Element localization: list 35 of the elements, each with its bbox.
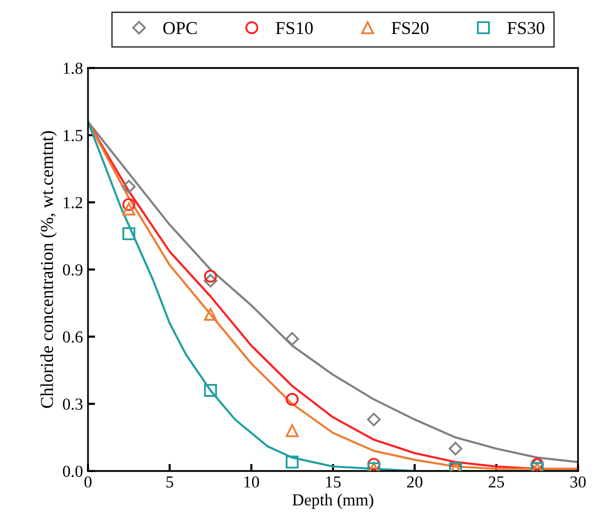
point [286,456,299,469]
x-tick-label: 15 [326,476,341,488]
x-tick-label: 5 [166,476,174,488]
y-tick-label: 0.6 [62,331,83,343]
x-tick-label: 20 [407,476,422,488]
legend-label: FS30 [507,22,544,34]
y-axis-title: Chloride concentration (%, wt.cemtnt) [40,131,57,408]
point [285,332,299,346]
y-tick-label: 0.9 [62,264,82,276]
point [448,442,462,456]
point [367,458,380,471]
y-tick-label: 1.2 [64,197,82,208]
point [204,384,217,397]
x-tick-label: 25 [488,476,504,488]
point [122,202,136,216]
x-tick-label: 0 [84,476,92,488]
legend-label: OPC [163,22,197,34]
point [286,392,299,406]
point [204,270,217,283]
y-tick-label: 1.5 [64,130,82,142]
x-tick-label: 10 [244,476,260,488]
point [204,274,218,288]
point [122,227,136,240]
legend-label: FS20 [392,22,429,34]
point [122,180,136,194]
y-tick-label: 0.0 [62,466,83,478]
point [286,424,299,438]
y-tick-label: 0.3 [62,398,82,410]
point [204,308,217,321]
legend-label: FS10 [276,22,313,34]
x-tick-label: 30 [570,476,586,488]
y-tick-label: 1.8 [64,62,83,74]
x-axis-title: Depth (mm) [292,494,374,509]
point [122,198,136,212]
point [367,412,381,426]
